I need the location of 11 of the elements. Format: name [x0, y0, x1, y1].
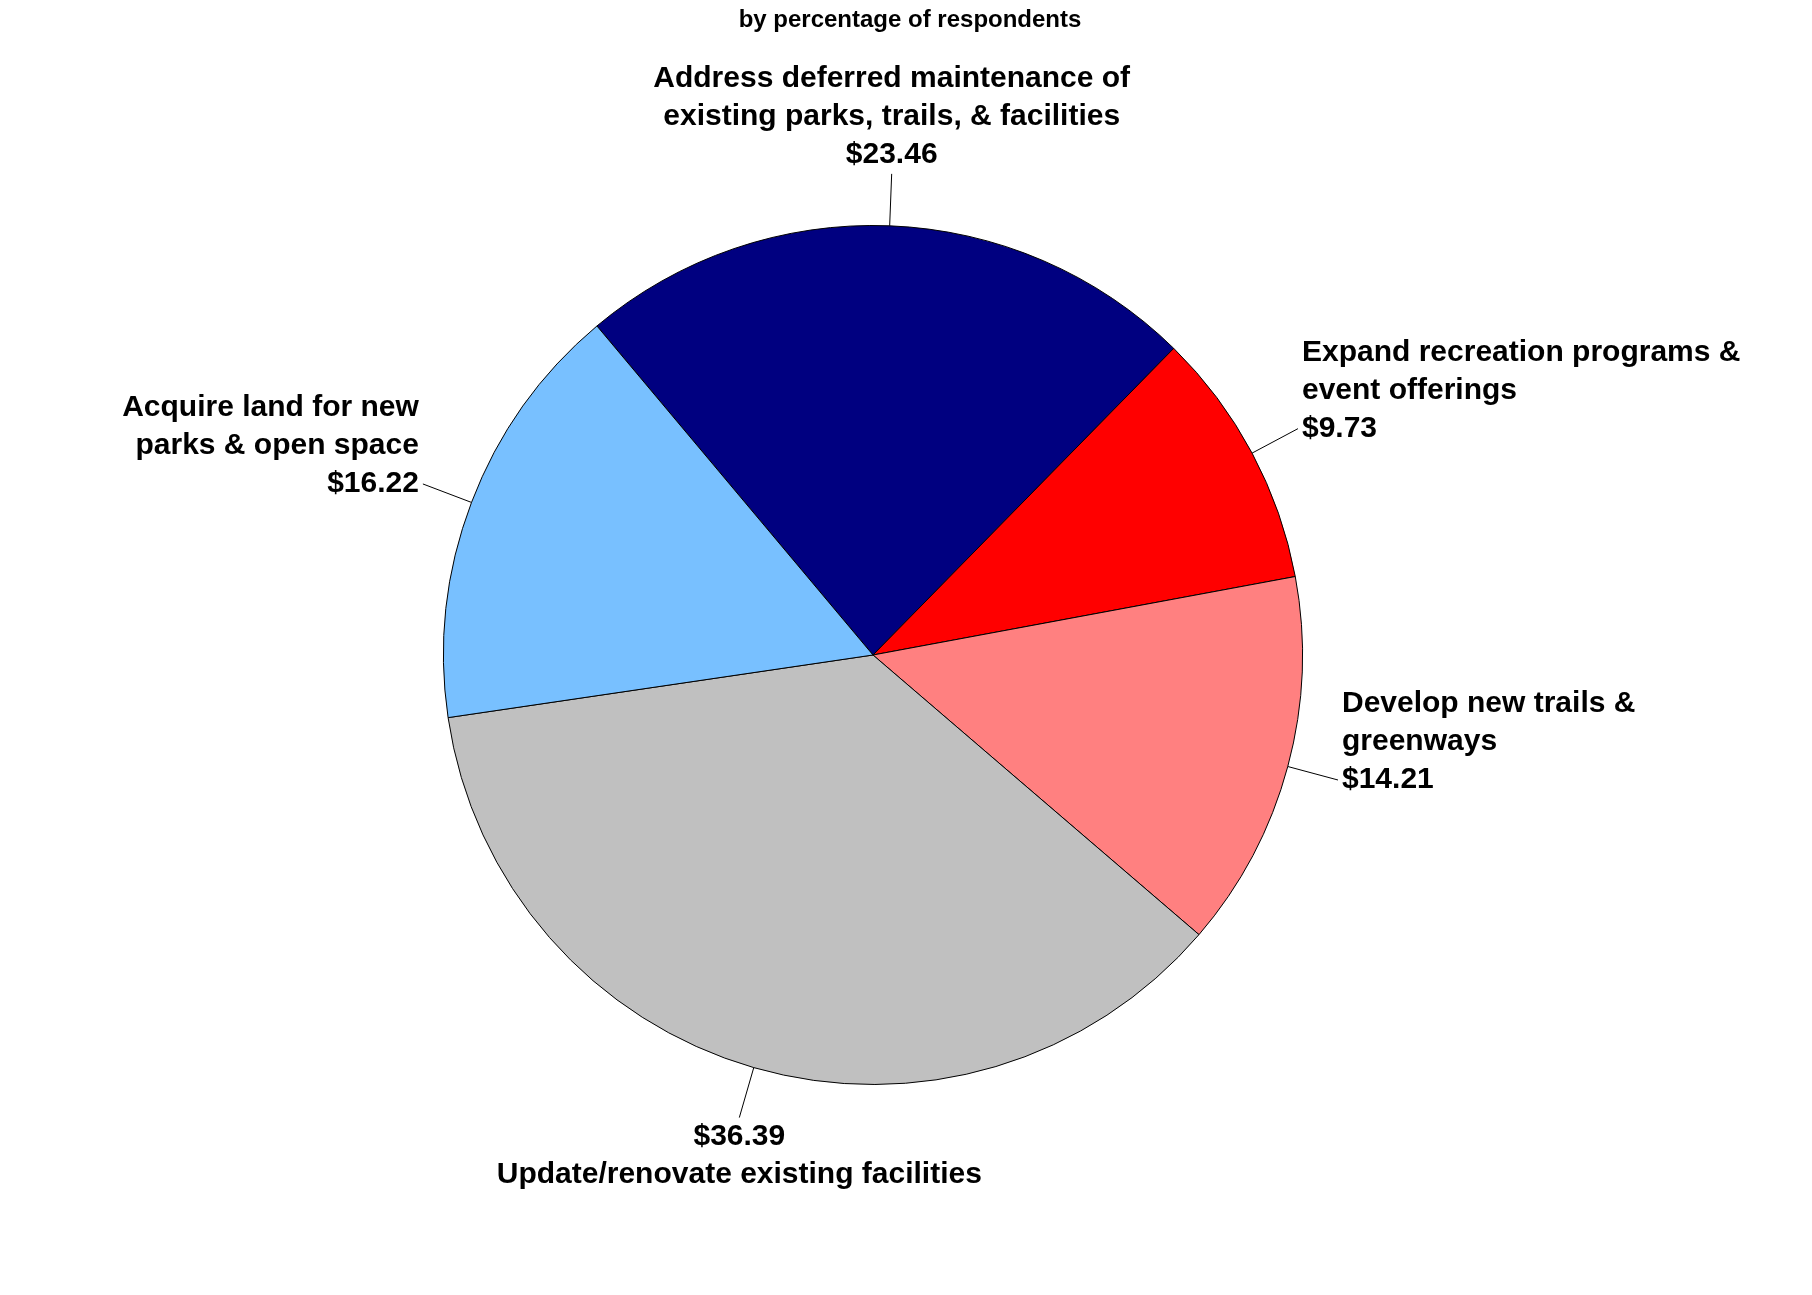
chart-subtitle: by percentage of respondents [738, 4, 1082, 32]
slice-label: Develop new trails & greenways [1341, 685, 1636, 757]
data-label: $9.73 [1301, 409, 1378, 443]
slice-label: Address deferred maintenance of existing parks, trails, & facilities [653, 60, 1132, 132]
data-label: $36.39 [693, 1117, 786, 1151]
data-label: $23.46 [845, 136, 938, 170]
slice-label: Update/renovate existing facilities [496, 1155, 982, 1189]
slice-label: Acquire land for new parks & open space [122, 389, 420, 461]
slice-label: Expand recreation programs & event offerings [1301, 333, 1741, 405]
data-label: $16.22 [327, 465, 419, 499]
data-label: $14.21 [1341, 761, 1434, 795]
